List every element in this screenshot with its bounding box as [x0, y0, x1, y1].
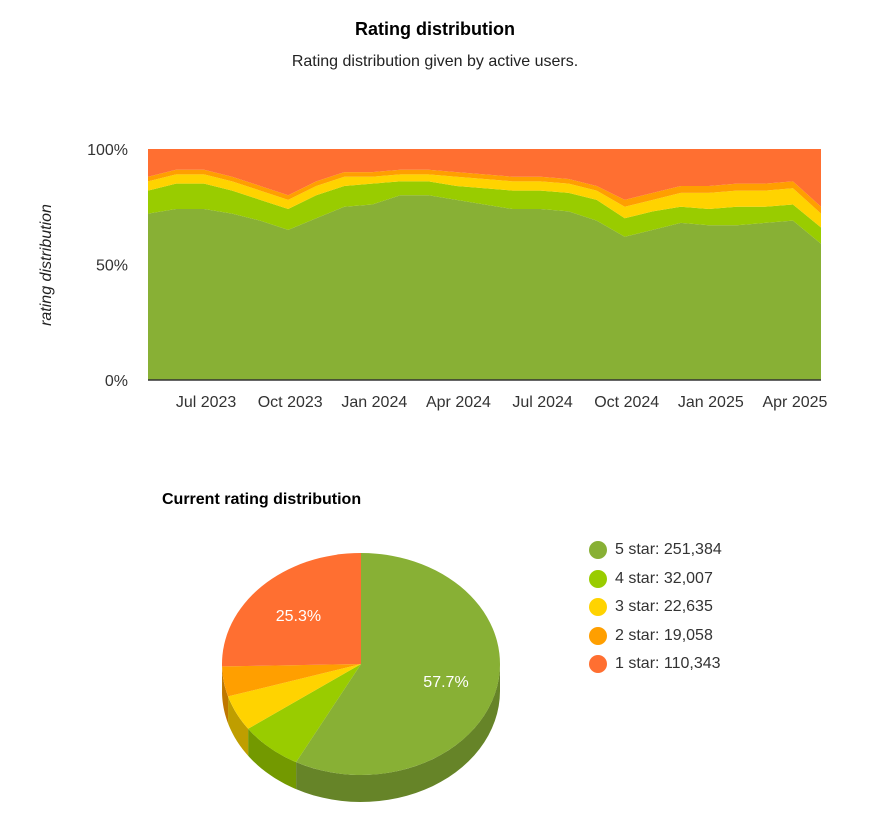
- pie-slice-1-star[interactable]: [222, 553, 361, 667]
- x-tick-label: Apr 2024: [426, 394, 491, 411]
- area-series-4-star: [148, 181, 821, 244]
- x-tick-label: Jul 2024: [512, 394, 573, 411]
- area-series-1-star: [148, 149, 821, 207]
- area-series-5-star: [148, 195, 821, 380]
- pie-slice-2-star[interactable]: [222, 664, 361, 697]
- x-tick-label: Jan 2025: [678, 394, 744, 411]
- x-tick-label: Oct 2024: [594, 394, 659, 411]
- legend-label: 1 star: 110,343: [615, 655, 721, 673]
- y-tick-label: 50%: [96, 258, 128, 275]
- legend-label: 4 star: 32,007: [615, 569, 713, 587]
- legend-item-2-star[interactable]: 2 star: 19,058: [589, 622, 722, 651]
- legend-label: 2 star: 19,058: [615, 626, 713, 644]
- pie-slice-3-star[interactable]: [228, 664, 361, 729]
- y-tick-label: 0%: [105, 373, 128, 390]
- x-tick-label: Apr 2025: [762, 394, 827, 411]
- pie-side-2-star: [222, 666, 229, 724]
- legend-marker: [589, 598, 607, 617]
- legend-item-1-star[interactable]: 1 star: 110,343: [589, 650, 722, 679]
- x-tick-label: Jan 2024: [341, 394, 407, 411]
- pie-percent-label: 57.7%: [423, 674, 468, 691]
- chart-title: Rating distribution: [355, 19, 515, 39]
- legend-marker: [589, 541, 607, 560]
- legend-label: 3 star: 22,635: [615, 598, 713, 616]
- legend-marker: [589, 655, 607, 674]
- legend-item-5-star[interactable]: 5 star: 251,384: [589, 536, 722, 565]
- pie-legend: 5 star: 251,384 4 star: 32,007 3 star: 22,…: [589, 536, 722, 679]
- x-tick-label: Oct 2023: [258, 394, 323, 411]
- legend-item-4-star[interactable]: 4 star: 32,007: [589, 565, 722, 594]
- pie-slice-5-star[interactable]: [296, 553, 500, 775]
- y-axis-label: rating distribution: [38, 204, 55, 326]
- pie-title: Current rating distribution: [162, 491, 362, 508]
- x-tick-label: Jul 2023: [176, 394, 237, 411]
- area-series-2-star: [148, 169, 821, 214]
- legend-label: 5 star: 251,384: [615, 541, 722, 559]
- pie-side-5-star: [296, 664, 500, 802]
- legend-item-3-star[interactable]: 3 star: 22,635: [589, 593, 722, 622]
- pie-side-3-star: [228, 696, 249, 756]
- legend-marker: [589, 626, 607, 645]
- y-tick-label: 100%: [87, 142, 128, 159]
- area-series-3-star: [148, 174, 821, 228]
- pie-side-4-star: [248, 728, 297, 790]
- pie-slice-4-star[interactable]: [248, 664, 361, 763]
- chart-subtitle: Rating distribution given by active user…: [291, 53, 579, 70]
- pie-percent-label: 25.3%: [276, 608, 321, 625]
- area-chart: 0% 50% 100% Jul 2023 Oct 2023 Jan 2024 Apr 202…: [38, 142, 828, 411]
- legend-marker: [589, 569, 607, 588]
